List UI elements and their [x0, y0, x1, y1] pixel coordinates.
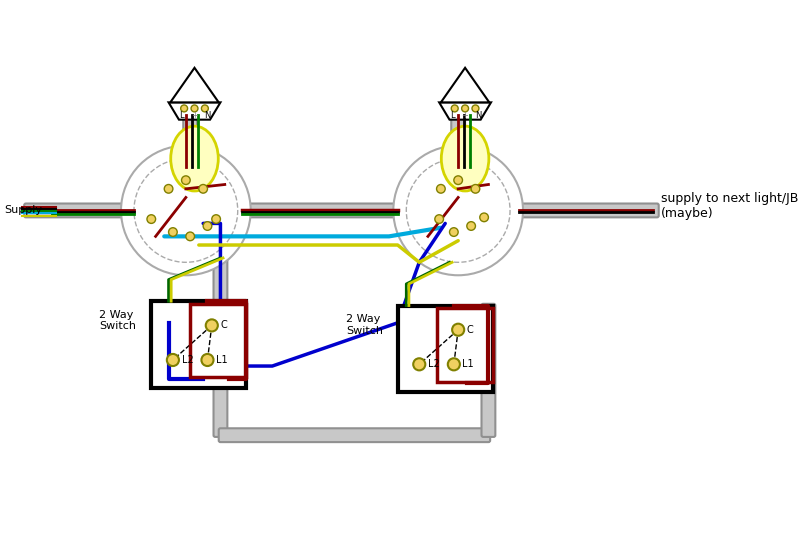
- Circle shape: [164, 184, 173, 193]
- Text: L: L: [450, 111, 454, 120]
- Circle shape: [462, 105, 469, 112]
- FancyBboxPatch shape: [151, 301, 246, 388]
- Circle shape: [202, 354, 214, 366]
- Circle shape: [471, 184, 480, 193]
- Circle shape: [147, 215, 156, 223]
- FancyBboxPatch shape: [451, 105, 465, 212]
- Circle shape: [435, 215, 443, 223]
- Circle shape: [203, 222, 212, 230]
- Text: L1: L1: [216, 355, 228, 365]
- Circle shape: [181, 105, 187, 112]
- Text: L: L: [179, 111, 184, 120]
- Circle shape: [452, 324, 464, 336]
- FancyBboxPatch shape: [214, 209, 227, 437]
- Circle shape: [414, 358, 426, 371]
- Ellipse shape: [442, 126, 489, 191]
- Circle shape: [472, 105, 479, 112]
- Text: L1: L1: [462, 360, 474, 370]
- Polygon shape: [441, 68, 490, 102]
- Circle shape: [437, 184, 446, 193]
- Circle shape: [186, 232, 194, 240]
- Text: C: C: [221, 320, 227, 330]
- Polygon shape: [439, 102, 491, 120]
- Text: L2: L2: [182, 355, 194, 365]
- FancyBboxPatch shape: [218, 428, 490, 442]
- Text: +: +: [462, 111, 469, 120]
- Circle shape: [121, 146, 250, 275]
- Text: supply to next light/JB
(maybe): supply to next light/JB (maybe): [662, 192, 798, 220]
- Circle shape: [182, 176, 190, 184]
- Polygon shape: [169, 102, 221, 120]
- Text: 2 Way
Switch: 2 Way Switch: [99, 310, 137, 331]
- Circle shape: [202, 105, 208, 112]
- Text: N: N: [204, 111, 210, 120]
- FancyBboxPatch shape: [398, 305, 493, 392]
- Ellipse shape: [170, 126, 218, 191]
- Circle shape: [448, 358, 460, 371]
- Polygon shape: [170, 68, 218, 102]
- Circle shape: [480, 213, 489, 222]
- Circle shape: [206, 319, 218, 331]
- FancyBboxPatch shape: [482, 304, 495, 437]
- Circle shape: [394, 146, 523, 275]
- Text: Supply: Supply: [4, 206, 42, 216]
- Text: N: N: [475, 111, 482, 120]
- Circle shape: [169, 228, 178, 237]
- FancyBboxPatch shape: [24, 203, 658, 217]
- Circle shape: [212, 215, 221, 223]
- Circle shape: [467, 222, 475, 230]
- Text: +: +: [191, 111, 198, 120]
- Circle shape: [199, 184, 207, 193]
- Circle shape: [191, 105, 198, 112]
- Text: 2 Way
Switch: 2 Way Switch: [346, 314, 382, 336]
- Text: C: C: [467, 325, 474, 335]
- FancyBboxPatch shape: [183, 105, 197, 212]
- Text: L2: L2: [428, 360, 440, 370]
- Circle shape: [454, 176, 462, 184]
- Circle shape: [167, 354, 179, 366]
- Circle shape: [450, 228, 458, 237]
- Circle shape: [451, 105, 458, 112]
